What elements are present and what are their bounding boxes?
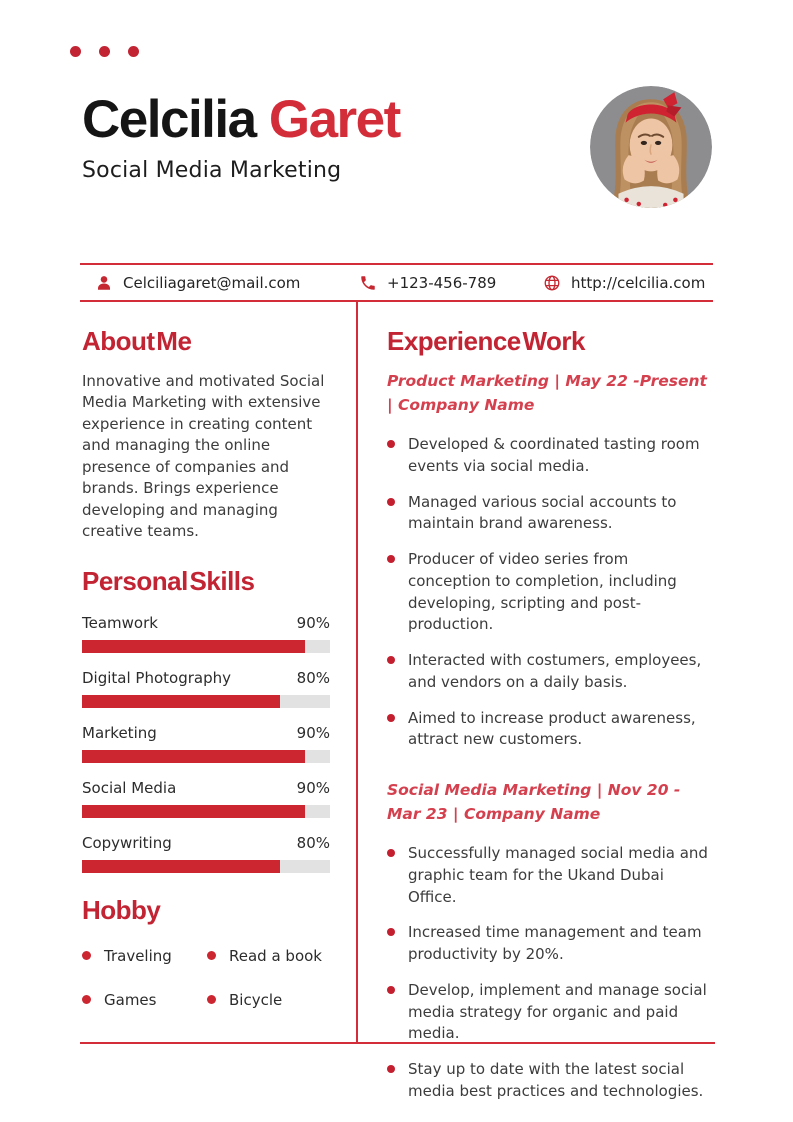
experience-bullet: Producer of video series from conception… xyxy=(387,549,714,636)
hobby-label: Games xyxy=(104,990,157,1009)
skill-progress-track xyxy=(82,859,330,873)
experience-bullet: Increased time management and team produ… xyxy=(387,922,714,966)
job-heading: Product Marketing | May 22 -Present | Co… xyxy=(387,372,707,415)
skill-progress-fill xyxy=(82,639,306,653)
last-name: Garet xyxy=(268,90,401,149)
skill-progress-fill xyxy=(82,859,281,873)
skill-progress-track xyxy=(82,749,330,763)
hobby-item: Traveling xyxy=(82,947,207,965)
skills-section: Personal Skills Teamwork 90% Digital Phot… xyxy=(82,568,330,873)
skill-label: Marketing xyxy=(82,723,157,742)
job-heading: Social Media Marketing | Nov 20 - Mar 23… xyxy=(387,781,681,824)
bullet-dot-icon xyxy=(387,928,395,937)
bullet-dot-icon xyxy=(387,440,395,449)
about-section: About Me Innovative and motivated Social… xyxy=(82,328,330,543)
hobby-item: Games xyxy=(82,991,207,1009)
bullet-dot-icon xyxy=(387,1065,395,1074)
hobby-label: Bicycle xyxy=(229,990,283,1009)
skill-progress-fill xyxy=(82,749,306,763)
decorative-dots xyxy=(70,46,139,57)
experience-bullet: Develop, implement and manage social med… xyxy=(387,980,714,1045)
contact-phone[interactable]: +123-456-789 xyxy=(358,273,542,293)
experience-section: Experience Work Product Marketing | May … xyxy=(387,328,714,1103)
skill-item: Digital Photography 80% xyxy=(82,669,330,708)
content-area: About Me Innovative and motivated Social… xyxy=(80,301,715,1100)
skill-item: Social Media 90% xyxy=(82,779,330,818)
hobby-label: Read a book xyxy=(229,946,322,965)
hobby-list: Traveling Read a book Games Bicycle xyxy=(82,947,330,1009)
experience-job: Product Marketing | May 22 -Present | Co… xyxy=(387,369,714,751)
hobby-label: Traveling xyxy=(104,946,172,965)
woman-portrait-illustration xyxy=(590,86,712,208)
skill-item: Marketing 90% xyxy=(82,724,330,763)
experience-bullet: Managed various social accounts to maint… xyxy=(387,492,714,536)
skills-title: Personal Skills xyxy=(82,565,255,596)
bullet-dot-icon xyxy=(387,555,395,564)
dot-icon xyxy=(99,46,110,57)
experience-bullet: Interacted with costumers, employees, an… xyxy=(387,650,714,694)
skill-percent: 90% xyxy=(296,778,330,797)
globe-icon xyxy=(542,273,562,293)
experience-bullet: Successfully managed social media and gr… xyxy=(387,843,714,908)
person-icon xyxy=(94,273,114,293)
experience-title: Experience Work xyxy=(387,326,586,356)
skill-label: Teamwork xyxy=(82,613,158,632)
bullet-dot-icon xyxy=(207,951,216,960)
skill-item: Teamwork 90% xyxy=(82,614,330,653)
about-text: Innovative and motivated Social Media Ma… xyxy=(82,372,325,541)
skill-percent: 80% xyxy=(296,833,330,852)
skill-label: Digital Photography xyxy=(82,668,231,687)
skill-progress-fill xyxy=(82,804,306,818)
job-bullets: Successfully managed social media and gr… xyxy=(387,843,714,1103)
bullet-dot-icon xyxy=(82,995,91,1004)
contact-website[interactable]: http://celcilia.com xyxy=(542,273,705,293)
experience-bullet: Aimed to increase product awareness, att… xyxy=(387,708,714,752)
skill-progress-track xyxy=(82,694,330,708)
skill-progress-track xyxy=(82,639,330,653)
skills-list: Teamwork 90% Digital Photography 80% Marke… xyxy=(82,614,330,873)
contact-email[interactable]: Celciliagaret@mail.com xyxy=(94,273,358,293)
header: Celcilia Garet Social Media Marketing xyxy=(82,92,562,183)
bullet-dot-icon xyxy=(387,497,395,506)
experience-bullet: Developed & coordinated tasting room eve… xyxy=(387,434,714,478)
job-title-subtitle: Social Media Marketing xyxy=(82,157,342,183)
skill-progress-fill xyxy=(82,694,281,708)
contact-bar: Celciliagaret@mail.com +123-456-789 http… xyxy=(80,263,713,302)
hobby-title: Hobby xyxy=(82,894,161,925)
skill-percent: 90% xyxy=(296,613,330,632)
contact-email-value: Celciliagaret@mail.com xyxy=(123,273,301,292)
contact-website-value: http://celcilia.com xyxy=(571,273,706,292)
skill-percent: 80% xyxy=(296,668,330,687)
job-bullets: Developed & coordinated tasting room eve… xyxy=(387,434,714,751)
hobby-item: Bicycle xyxy=(207,991,330,1009)
hobby-item: Read a book xyxy=(207,947,330,965)
contact-phone-value: +123-456-789 xyxy=(387,273,497,292)
dot-icon xyxy=(128,46,139,57)
hobby-section: Hobby Traveling Read a book Games Bicycl… xyxy=(82,897,330,1009)
profile-photo xyxy=(590,86,712,208)
bullet-dot-icon xyxy=(387,656,395,665)
bullet-dot-icon xyxy=(387,849,395,858)
page-title: Celcilia Garet xyxy=(82,92,562,148)
bullet-dot-icon xyxy=(387,713,395,722)
bullet-dot-icon xyxy=(387,985,395,994)
column-divider xyxy=(356,301,358,1042)
skill-progress-track xyxy=(82,804,330,818)
bullet-dot-icon xyxy=(207,995,216,1004)
right-column: Experience Work Product Marketing | May … xyxy=(387,328,714,1117)
skill-label: Social Media xyxy=(82,778,177,797)
about-title: About Me xyxy=(82,326,192,356)
dot-icon xyxy=(70,46,81,57)
experience-job: Social Media Marketing | Nov 20 - Mar 23… xyxy=(387,778,714,1103)
skill-item: Copywriting 80% xyxy=(82,834,330,873)
phone-icon xyxy=(358,273,378,293)
skill-label: Copywriting xyxy=(82,833,172,852)
bullet-dot-icon xyxy=(82,951,91,960)
first-name: Celcilia xyxy=(82,90,257,149)
skill-percent: 90% xyxy=(296,723,330,742)
experience-bullet: Stay up to date with the latest social m… xyxy=(387,1059,714,1103)
left-column: About Me Innovative and motivated Social… xyxy=(82,328,330,1009)
